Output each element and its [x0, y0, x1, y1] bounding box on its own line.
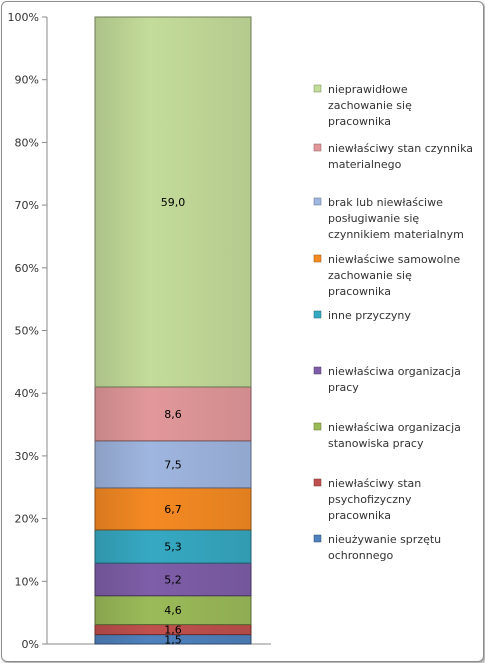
legend-label-line: psychofizyczny	[328, 493, 412, 506]
legend-label: niewłaściwy stan czynnika materialnego	[328, 142, 473, 171]
y-tick-label: 10%	[15, 575, 39, 588]
legend-label-line: ochronnego	[328, 549, 393, 562]
legend-swatch	[313, 84, 322, 93]
legend-label-line: niewłaściwa organizacja	[328, 365, 461, 378]
legend-label-line: niewłaściwy stan czynnika	[328, 142, 473, 155]
data-label: 5,3	[164, 541, 182, 554]
legend-label-line: zachowanie się	[328, 269, 412, 282]
legend-label: brak lub niewłaściwe posługiwanie się czyn…	[328, 196, 464, 241]
legend-label-line: nieprawidłowe	[328, 83, 408, 96]
bar-segment	[94, 440, 252, 489]
legend-label-line: pracy	[328, 381, 359, 394]
legend-swatch	[313, 422, 322, 431]
legend-label: niewłaściwa organizacja pracy	[328, 365, 461, 394]
legend-label-line: materialnego	[328, 158, 402, 171]
y-tick-label: 90%	[15, 74, 39, 87]
legend-label-line: inne przyczyny	[328, 309, 411, 322]
y-tick-label: 40%	[15, 387, 39, 400]
legend-label: niewłaściwe samowolne zachowanie się praco…	[328, 253, 460, 298]
data-label: 7,5	[164, 458, 182, 471]
bar-segment	[94, 529, 252, 564]
legend-label-line: pracownika	[328, 509, 391, 522]
bar-segment	[94, 595, 252, 626]
y-tick-label: 80%	[15, 136, 39, 149]
legend-swatch	[313, 254, 322, 263]
legend-swatch	[313, 366, 322, 375]
y-tick-label: 70%	[15, 199, 39, 212]
data-label: 6,7	[164, 503, 182, 516]
y-tick-label: 100%	[8, 11, 39, 24]
data-label: 4,6	[164, 604, 182, 617]
legend-label: nieużywanie sprzętu ochronnego	[328, 533, 441, 562]
legend-swatch	[313, 534, 322, 543]
bar-segment	[94, 487, 252, 531]
data-label: 8,6	[164, 408, 182, 421]
legend-label-line: niewłaściwa organizacja	[328, 421, 461, 434]
legend-label-line: brak lub niewłaściwe	[328, 196, 443, 209]
y-tick-label: 0%	[22, 638, 39, 651]
data-label: 59,0	[161, 196, 186, 209]
legend-swatch	[313, 197, 322, 206]
legend-label: niewłaściwy stan psychofizyczny pracownika	[328, 477, 421, 522]
stacked-bar: 1,51,6 4,6 5,2 5,3 6,7 7,5 8,6 59,0	[94, 16, 252, 646]
bar-segment	[94, 386, 252, 442]
legend-label-line: pracownika	[328, 285, 391, 298]
legend-label: nieprawidłowe zachowanie się pracownika	[328, 83, 412, 128]
y-tick-label: 30%	[15, 450, 39, 463]
legend-swatch	[313, 143, 322, 152]
legend-label-line: stanowiska pracy	[328, 437, 424, 450]
legend-label-line: niewłaściwy stan	[328, 477, 421, 490]
data-label: 1,6	[164, 624, 182, 637]
legend-label-line: pracownika	[328, 115, 391, 128]
y-tick-label: 60%	[15, 262, 39, 275]
bar-segment	[94, 562, 252, 597]
y-axis: 0% 10% 20% 30% 40% 50% 60% 70% 80% 90% 100%	[8, 11, 271, 651]
legend-label-line: zachowanie się	[328, 99, 412, 112]
data-label: 1,5	[164, 633, 182, 646]
legend-swatch	[313, 478, 322, 487]
legend-label: niewłaściwa organizacja stanowiska pracy	[328, 421, 461, 450]
y-tick-label: 50%	[15, 325, 39, 338]
legend-label-line: posługiwanie się	[328, 212, 419, 225]
legend-label-line: niewłaściwe samowolne	[328, 253, 460, 266]
legend-label-line: nieużywanie sprzętu	[328, 533, 441, 546]
legend-label-line: czynnikiem materialnym	[328, 228, 464, 241]
data-label: 5,2	[164, 573, 182, 586]
legend: nieprawidłowe zachowanie się pracownikanie…	[313, 83, 473, 562]
y-tick-label: 20%	[15, 513, 39, 526]
legend-label: inne przyczyny	[328, 309, 411, 322]
legend-swatch	[313, 310, 322, 319]
bar-segment	[94, 16, 252, 388]
